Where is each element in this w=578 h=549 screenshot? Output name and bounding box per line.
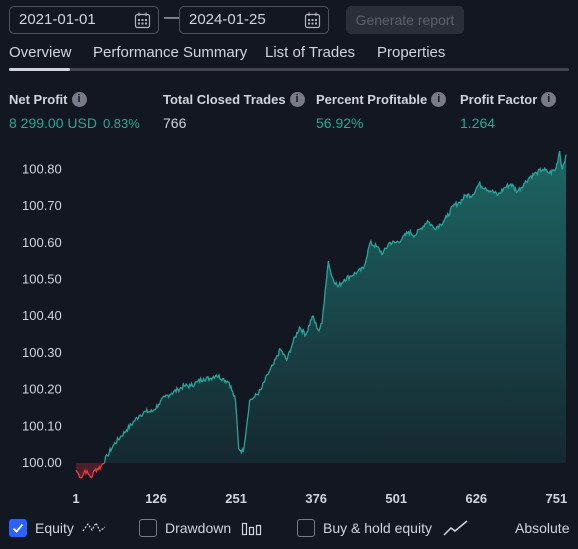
absolute-toggle-label: Absolute [515, 520, 570, 536]
y-tick-label: 100.10 [22, 418, 62, 433]
x-tick-label: 251 [225, 491, 247, 506]
active-tab-indicator [9, 68, 70, 71]
info-icon[interactable]: i [289, 92, 305, 108]
y-tick-label: 100.30 [22, 345, 62, 360]
percent-profitable-value: 56.92% [316, 115, 364, 131]
start-date-input[interactable]: 2021-01-01 [9, 6, 159, 34]
x-tick-label: 626 [465, 491, 487, 506]
tab-overview[interactable]: Overview [9, 44, 72, 61]
info-icon[interactable]: i [431, 92, 447, 108]
x-tick-label: 376 [305, 491, 327, 506]
equity-wave-icon [82, 521, 106, 532]
check-icon [12, 523, 24, 533]
y-tick-label: 100.50 [22, 271, 62, 286]
equity-line-loss [75, 462, 106, 479]
y-tick-label: 100.80 [22, 161, 62, 176]
metric-label: Total Closed Trades [163, 92, 286, 108]
y-axis: 100.00 100.10 100.20 100.30 100.40 100.50 100.… [22, 161, 62, 470]
tab-performance-summary[interactable]: Performance Summary [93, 44, 248, 61]
calendar-icon[interactable] [304, 12, 321, 29]
profit-factor-value: 1.264 [460, 115, 496, 131]
metric-label: Profit Factor [460, 92, 538, 108]
equity-checkbox[interactable] [9, 519, 27, 537]
x-tick-label: 751 [546, 491, 568, 506]
info-icon[interactable]: i [71, 92, 87, 108]
info-icon[interactable]: i [541, 92, 557, 108]
equity-area [104, 151, 566, 463]
x-tick-label: 501 [385, 491, 407, 506]
calendar-icon[interactable] [134, 12, 151, 29]
y-tick-label: 100.20 [22, 382, 62, 397]
end-date-input[interactable]: 2024-01-25 [179, 6, 329, 34]
metric-net-profit: Net Profit i 8 299.00 USD 0.83% [9, 91, 140, 131]
drawdown-bars-icon [241, 522, 262, 536]
tab-track [9, 68, 569, 71]
metric-total-closed-trades: Total Closed Trades i 766 [163, 91, 305, 131]
net-profit-value: 8 299.00 USD [9, 115, 97, 131]
y-tick-label: 100.70 [22, 198, 62, 213]
legend-label: Buy & hold equity [323, 520, 432, 536]
metric-label: Percent Profitable [316, 92, 428, 108]
y-tick-label: 100.00 [22, 455, 62, 470]
metric-label: Net Profit [9, 92, 68, 108]
buy-hold-checkbox[interactable] [297, 519, 315, 537]
metric-percent-profitable: Percent Profitable i 56.92% [316, 91, 447, 131]
x-axis: 1 126 251 376 501 626 751 [72, 491, 567, 506]
start-date-value: 2021-01-01 [19, 11, 96, 28]
generate-report-button[interactable]: Generate report [346, 6, 464, 34]
legend-equity[interactable]: Equity [9, 517, 129, 539]
legend-drawdown[interactable]: Drawdown [139, 517, 279, 539]
tab-properties[interactable]: Properties [377, 44, 446, 61]
legend-label: Equity [35, 520, 74, 536]
equity-chart: 100.00 100.10 100.20 100.30 100.40 100.50 100.… [22, 150, 567, 506]
legend-buy-hold[interactable]: Buy & hold equity [297, 517, 487, 539]
tab-list-of-trades[interactable]: List of Trades [265, 44, 356, 61]
date-range-toolbar: 2021-01-01 — 2024-01-25 Generate report [9, 6, 569, 34]
report-tabs: Overview Performance Summary List of Tra… [9, 44, 569, 64]
legend-label: Drawdown [165, 520, 232, 536]
x-tick-label: 126 [145, 491, 167, 506]
y-tick-label: 100.40 [22, 308, 62, 323]
buy-hold-line-icon [443, 520, 468, 536]
plot-area [75, 150, 567, 479]
end-date-value: 2024-01-25 [189, 11, 266, 28]
total-closed-trades-value: 766 [163, 115, 187, 131]
drawdown-checkbox[interactable] [139, 519, 157, 537]
legend-absolute[interactable]: Absolute [515, 517, 578, 539]
net-profit-percent: 0.83% [102, 116, 140, 131]
equity-line [103, 150, 567, 463]
date-separator: — [164, 9, 180, 26]
metric-profit-factor: Profit Factor i 1.264 [460, 91, 557, 131]
y-tick-label: 100.60 [22, 235, 62, 250]
x-tick-label: 1 [72, 491, 79, 506]
